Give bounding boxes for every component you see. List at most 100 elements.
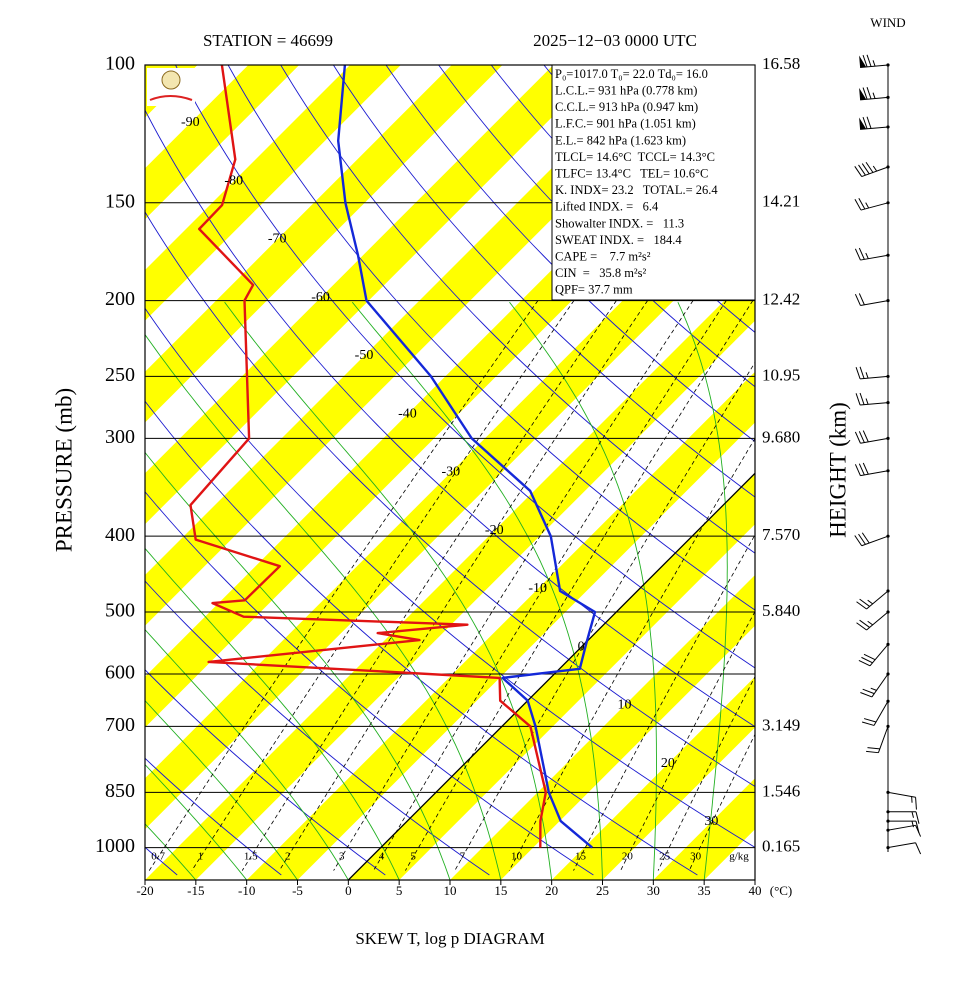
barb-full: [858, 247, 865, 260]
logo-emblem: [161, 70, 181, 90]
barb-full: [862, 87, 868, 100]
wind-barb: [886, 824, 922, 837]
barb-full: [855, 393, 861, 406]
barb-half: [865, 372, 869, 379]
barb-full: [854, 198, 862, 211]
isotherm-label: -90: [181, 115, 200, 130]
wind-barb: [854, 462, 890, 477]
barb-half: [865, 398, 869, 405]
x-tick-label: 15: [494, 883, 507, 898]
barb-staff: [860, 470, 889, 477]
index-line: K. INDX= 23.2 TOTAL.= 26.4: [555, 183, 718, 197]
x-tick-label: 5: [396, 883, 403, 898]
mixing-ratio-line: [333, 300, 694, 871]
x-tick-label: 35: [698, 883, 711, 898]
y-tick-label: 250: [105, 364, 135, 386]
barb-flag: [859, 117, 867, 130]
isotherm-label: -50: [355, 348, 374, 363]
barb-full: [861, 656, 873, 664]
logo-swoosh: [149, 95, 193, 101]
isotherm-label: -60: [311, 290, 330, 305]
barb-flag: [859, 55, 867, 68]
moist-adiabat: [145, 763, 248, 880]
y-tick-label: 1000: [95, 835, 135, 857]
barb-staff: [887, 824, 916, 831]
wind-label: WIND: [870, 15, 905, 30]
chart-title: SKEW T, log p DIAGRAM: [355, 929, 544, 948]
mixing-ratio-line: [241, 300, 617, 871]
mixing-ratio-label: 25: [659, 851, 671, 863]
dry-adiabat: [227, 65, 755, 611]
mixing-ratio-line: [454, 361, 755, 871]
y2-axis-label: HEIGHT (km): [825, 402, 850, 538]
y-tick-label: 200: [105, 288, 135, 310]
height-label: 0.165: [762, 837, 800, 856]
index-line: L.F.C.= 901 hPa (1.051 km): [555, 117, 696, 131]
index-line: Lifted INDX. = 6.4: [555, 200, 659, 214]
barb-staff: [861, 166, 889, 178]
index-line: TLCL= 14.6°C TCCL= 14.3°C: [555, 150, 715, 164]
wind-barb: [886, 810, 920, 824]
y-tick-label: 600: [105, 662, 135, 684]
barb-flag: [859, 87, 867, 100]
mixing-ratio-label: 0.7: [151, 851, 165, 863]
isotherm-label: 0: [578, 639, 585, 654]
wind-dot: [886, 828, 890, 832]
station: STATION = 46699: [203, 31, 333, 50]
moist-adiabat: [145, 451, 451, 880]
isotherm-band: [653, 778, 755, 880]
isotherm-band: [450, 575, 755, 880]
barb-staff: [860, 202, 889, 211]
sounding-line: [337, 65, 597, 849]
barb-full: [915, 797, 917, 810]
mixing-ratio-line: [620, 610, 755, 871]
x-tick-label: 40: [749, 883, 762, 898]
barb-full: [856, 601, 867, 610]
index-line: P₀=1017.0 T₀= 22.0 Td₀= 16.0: [555, 67, 708, 81]
barb-full: [859, 366, 865, 379]
x-tick-label: -15: [187, 883, 204, 898]
index-line: L.C.L.= 931 hPa (0.778 km): [555, 83, 697, 97]
barb-full: [866, 750, 879, 754]
logo: [147, 68, 195, 106]
dry-adiabat: [145, 307, 755, 848]
barb-full: [915, 811, 920, 824]
moist-adiabat: [145, 547, 400, 880]
barb-full: [858, 197, 866, 210]
barb-full: [866, 87, 872, 100]
index-line: E.L.= 842 hPa (1.623 km): [555, 133, 686, 147]
y-tick-label: 850: [105, 780, 135, 802]
mixing-ratio-line: [373, 300, 727, 871]
moist-adiabat: [351, 301, 603, 880]
height-label: 12.42: [762, 289, 800, 308]
barb-half: [865, 202, 870, 209]
index-line: TLFC= 13.4°C TEL= 10.6°C: [555, 166, 708, 180]
barb-staff: [860, 96, 889, 101]
barb-staff: [871, 673, 889, 698]
isotherm-label: -30: [441, 465, 460, 480]
height-label: 14.21: [762, 192, 800, 211]
barb-staff: [860, 254, 889, 261]
barb-full: [915, 842, 922, 855]
x-tick-label: 20: [545, 883, 558, 898]
barb-staff: [887, 791, 916, 798]
isotherm-band: [246, 371, 755, 880]
wind-barb: [854, 293, 890, 306]
x-tick-label: 10: [444, 883, 457, 898]
isotherm-label: -40: [398, 406, 417, 421]
wind-barb: [861, 699, 890, 726]
barb-staff: [860, 64, 889, 68]
moist-adiabat: [145, 628, 349, 880]
barb-full: [859, 598, 870, 607]
barb-half: [872, 60, 876, 67]
barb-half: [865, 252, 869, 259]
dry-adiabat: [145, 669, 386, 876]
dry-adiabat: [385, 65, 755, 443]
barb-full: [861, 721, 875, 726]
barb-half: [867, 620, 873, 626]
mixing-ratio-label: 2: [285, 851, 291, 863]
mixing-ratio-label: 10: [511, 851, 523, 863]
moist-adiabat: [224, 301, 553, 880]
